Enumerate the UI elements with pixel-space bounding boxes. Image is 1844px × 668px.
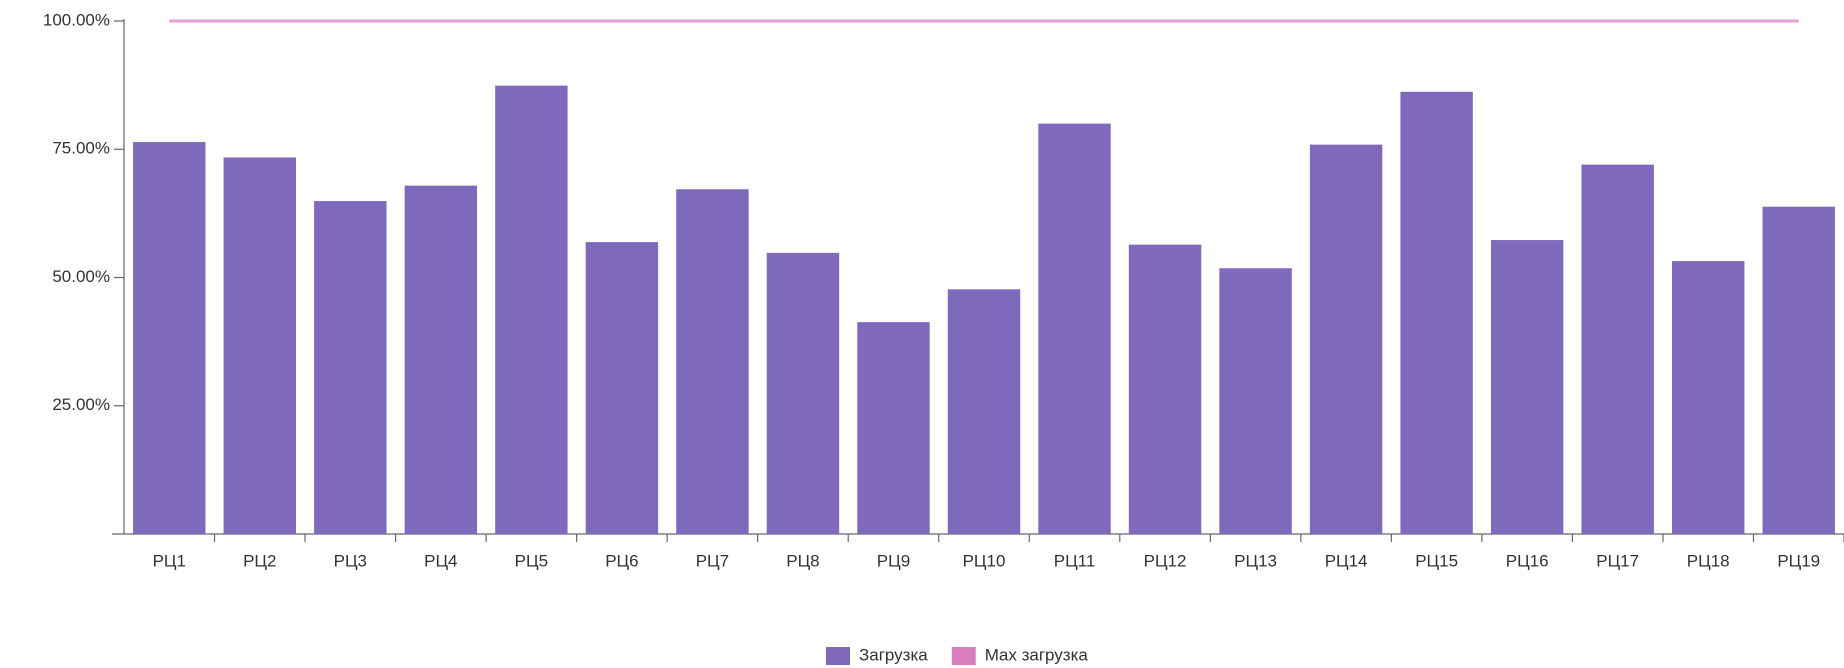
x-tick-label: РЦ16: [1506, 551, 1549, 570]
x-tick-label: РЦ15: [1415, 551, 1458, 570]
bar: [133, 142, 206, 534]
bar: [585, 242, 659, 534]
x-tick-label: РЦ18: [1687, 551, 1730, 570]
bar: [1219, 268, 1292, 534]
x-tick-label: РЦ17: [1596, 551, 1639, 570]
legend-label: Загрузка: [859, 645, 928, 664]
bar: [404, 185, 478, 534]
y-tick-label: 100.00%: [43, 10, 110, 29]
x-tick-label: РЦ4: [424, 551, 457, 570]
bar: [223, 157, 296, 534]
x-tick-label: РЦ5: [515, 551, 548, 570]
x-tick-label: РЦ11: [1054, 551, 1096, 570]
x-tick-label: РЦ8: [786, 551, 819, 570]
x-tick-label: РЦ19: [1777, 551, 1820, 570]
bar: [495, 85, 568, 534]
x-tick-label: РЦ12: [1144, 551, 1187, 570]
bar: [1309, 144, 1383, 534]
bar: [676, 189, 749, 535]
bar: [947, 289, 1021, 534]
legend-label: Max загрузка: [985, 645, 1089, 664]
bar: [1672, 261, 1745, 534]
y-tick-label: 25.00%: [52, 395, 110, 414]
x-tick-label: РЦ9: [877, 551, 910, 570]
x-tick-label: РЦ2: [243, 551, 276, 570]
bar: [1581, 164, 1654, 534]
bar: [857, 322, 930, 534]
x-tick-label: РЦ1: [153, 551, 186, 570]
bar: [1490, 240, 1564, 534]
bar: [314, 201, 387, 535]
y-tick-label: 50.00%: [52, 267, 110, 286]
legend-swatch: [826, 647, 850, 665]
bar: [1038, 123, 1111, 534]
x-tick-label: РЦ3: [334, 551, 367, 570]
bar: [1400, 91, 1473, 534]
x-tick-label: РЦ10: [963, 551, 1006, 570]
bar: [766, 252, 840, 534]
x-tick-label: РЦ7: [696, 551, 729, 570]
y-tick-label: 75.00%: [52, 139, 110, 158]
bar: [1762, 206, 1835, 534]
x-tick-label: РЦ14: [1325, 551, 1368, 570]
bar: [1128, 244, 1202, 534]
x-tick-label: РЦ13: [1234, 551, 1277, 570]
legend-swatch: [951, 647, 976, 665]
x-tick-label: РЦ6: [605, 551, 638, 570]
